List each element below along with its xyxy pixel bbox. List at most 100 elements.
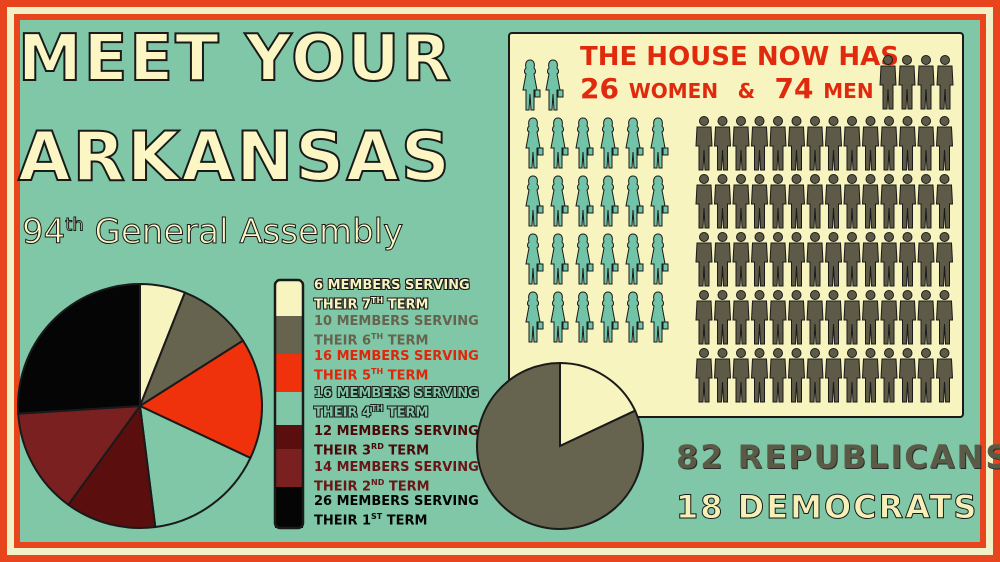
- legend-label: 16 MEMBERS SERVING THEIR 4TH TERM: [314, 386, 479, 420]
- legend-label: 12 MEMBERS SERVING THEIR 3RD TERM: [314, 424, 479, 458]
- legend-label-line1: 6 MEMBERS SERVING: [314, 278, 470, 293]
- legend-swatch: [275, 449, 303, 487]
- man-icon: [936, 55, 954, 110]
- man-icon: [843, 232, 861, 287]
- legend-label-line1: 16 MEMBERS SERVING: [314, 386, 479, 401]
- term-pie-slice: [17, 404, 143, 507]
- man-icon: [824, 348, 843, 403]
- woman-icon: [600, 291, 619, 343]
- house-gender-line: 26 WOMEN & 74 MEN: [580, 72, 874, 105]
- man-icon: [843, 174, 861, 229]
- man-icon: [843, 290, 861, 345]
- man-icon: [750, 290, 769, 345]
- man-icon: [917, 55, 935, 110]
- man-icon: [935, 116, 954, 171]
- men-count: 74: [774, 72, 814, 105]
- man-icon: [898, 174, 917, 229]
- legend-swatch: [275, 487, 303, 528]
- man-icon: [695, 232, 713, 287]
- man-icon: [861, 290, 880, 345]
- legend-label: 10 MEMBERS SERVING THEIR 6TH TERM: [314, 314, 479, 348]
- man-icon: [769, 290, 787, 345]
- man-icon: [917, 232, 935, 287]
- woman-icon: [550, 233, 569, 285]
- legend-label: 14 MEMBERS SERVING THEIR 2ND TERM: [314, 460, 479, 494]
- man-icon: [769, 174, 787, 229]
- man-icon: [880, 348, 898, 403]
- man-icon: [935, 348, 954, 403]
- title-line-1: MEET YOUR: [17, 21, 453, 97]
- term-pie-slice: [17, 282, 141, 415]
- man-icon: [861, 348, 880, 403]
- legend-label: 6 MEMBERS SERVING THEIR 7TH TERM: [314, 278, 470, 312]
- man-icon: [750, 348, 769, 403]
- man-icon: [935, 232, 954, 287]
- legend-label-line1: 16 MEMBERS SERVING: [314, 349, 479, 364]
- legend-label-line1: 10 MEMBERS SERVING: [314, 314, 479, 329]
- man-icon: [806, 232, 824, 287]
- man-icon: [713, 174, 732, 229]
- man-icon: [898, 232, 917, 287]
- man-icon: [824, 116, 843, 171]
- man-icon: [880, 290, 898, 345]
- man-icon: [861, 232, 880, 287]
- man-icon: [787, 348, 806, 403]
- man-icon: [787, 290, 806, 345]
- woman-icon: [575, 175, 594, 227]
- woman-icon: [625, 175, 644, 227]
- party-pie-slice: [476, 361, 644, 530]
- man-icon: [695, 290, 713, 345]
- man-icon: [806, 116, 824, 171]
- man-icon: [880, 232, 898, 287]
- man-icon: [935, 174, 954, 229]
- man-icon: [732, 116, 750, 171]
- woman-icon: [625, 291, 644, 343]
- party-pie-slice: [559, 361, 637, 448]
- man-icon: [787, 232, 806, 287]
- legend-swatch: [275, 392, 303, 425]
- man-icon: [917, 174, 935, 229]
- man-icon: [713, 348, 732, 403]
- woman-icon: [550, 175, 569, 227]
- man-icon: [787, 174, 806, 229]
- woman-icon: [650, 117, 669, 169]
- man-icon: [750, 116, 769, 171]
- women-count: 26: [580, 72, 619, 105]
- man-icon: [824, 232, 843, 287]
- man-icon: [861, 174, 880, 229]
- man-icon: [787, 116, 806, 171]
- man-icon: [898, 116, 917, 171]
- man-icon: [695, 348, 713, 403]
- man-icon: [935, 290, 954, 345]
- legend-bar-outline: [273, 278, 305, 530]
- man-icon: [769, 232, 787, 287]
- legend-label-line1: 12 MEMBERS SERVING: [314, 424, 479, 439]
- woman-icon: [650, 175, 669, 227]
- man-icon: [843, 348, 861, 403]
- man-icon: [732, 232, 750, 287]
- woman-icon: [545, 59, 564, 111]
- man-icon: [917, 290, 935, 345]
- man-icon: [750, 174, 769, 229]
- man-icon: [732, 348, 750, 403]
- man-icon: [824, 174, 843, 229]
- woman-icon: [525, 233, 544, 285]
- legend-label-line2: THEIR 6TH TERM: [314, 332, 429, 349]
- legend-swatch: [275, 316, 303, 354]
- house-headline: THE HOUSE NOW HAS: [580, 42, 900, 72]
- title-line-2: ARKANSAS: [17, 117, 452, 198]
- woman-icon: [600, 117, 619, 169]
- woman-icon: [575, 291, 594, 343]
- man-icon: [750, 232, 769, 287]
- woman-icon: [575, 117, 594, 169]
- ampersand: &: [737, 79, 756, 103]
- man-icon: [695, 116, 713, 171]
- man-icon: [732, 174, 750, 229]
- woman-icon: [650, 291, 669, 343]
- man-icon: [713, 232, 732, 287]
- woman-icon: [550, 117, 569, 169]
- legend-label-line1: 14 MEMBERS SERVING: [314, 460, 479, 475]
- woman-icon: [600, 175, 619, 227]
